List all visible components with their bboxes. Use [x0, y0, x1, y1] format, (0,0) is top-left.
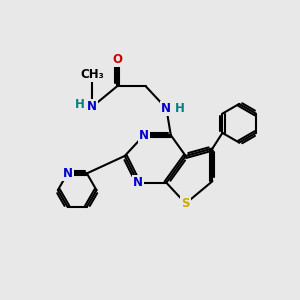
Text: H: H [75, 98, 85, 111]
Text: N: N [62, 167, 73, 180]
Text: O: O [112, 53, 122, 66]
Text: N: N [139, 129, 149, 142]
Text: S: S [182, 197, 190, 210]
Text: N: N [133, 176, 143, 189]
Text: CH₃: CH₃ [80, 68, 104, 81]
Text: N: N [87, 100, 97, 113]
Text: H: H [175, 102, 185, 115]
Text: N: N [161, 102, 171, 115]
